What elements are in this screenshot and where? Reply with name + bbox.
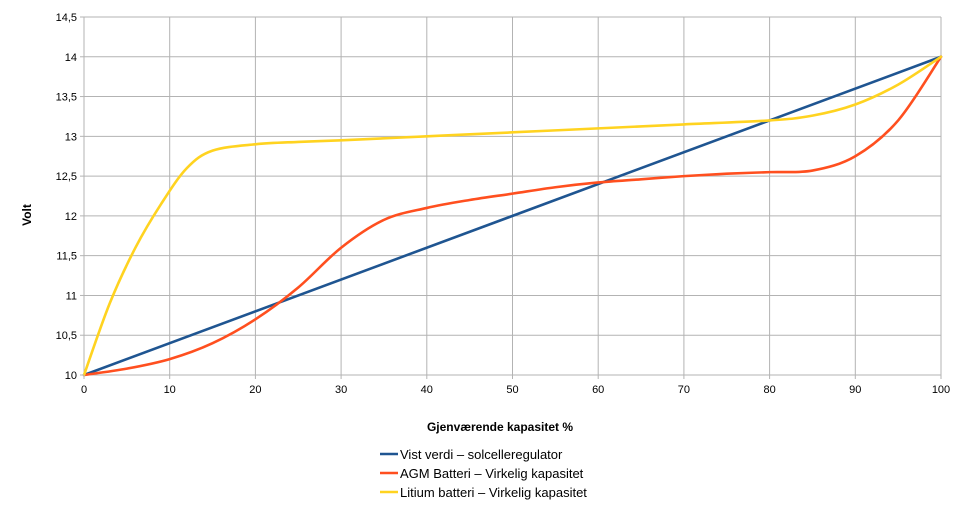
legend-item-agm-batteri: AGM Batteri – Virkelig kapasitet (380, 466, 584, 481)
y-tick-label: 13 (65, 131, 77, 143)
x-axis-title: Gjenværende kapasitet % (427, 420, 573, 434)
tick-labels: 10 10,5 11 11,5 12 12,5 13 13,5 14 14,5 0 10 20 30 40 5… (56, 12, 951, 396)
y-tick-label: 14 (65, 52, 77, 64)
y-tick-label: 10 (65, 370, 77, 382)
y-tick-label: 14,5 (56, 12, 77, 24)
series-line-vist-verdi (82, 55, 943, 377)
x-tick-label: 30 (335, 384, 347, 396)
series-line-litium-batteri (82, 55, 943, 377)
legend-label: Vist verdi – solcelleregulator (400, 447, 563, 462)
legend-label: Litium batteri – Virkelig kapasitet (400, 485, 587, 500)
legend-item-litium-batteri: Litium batteri – Virkelig kapasitet (380, 485, 587, 500)
grid (83, 16, 942, 376)
y-tick-label: 13,5 (56, 92, 77, 104)
x-tick-label: 0 (81, 384, 87, 396)
x-tick-label: 60 (592, 384, 604, 396)
legend: Vist verdi – solcelleregulator AGM Batter… (380, 447, 587, 500)
x-tick-label: 70 (678, 384, 690, 396)
x-tick-label: 80 (763, 384, 775, 396)
y-tick-label: 11,5 (56, 251, 77, 263)
series-lines (82, 55, 943, 377)
legend-label: AGM Batteri – Virkelig kapasitet (400, 466, 584, 481)
x-tick-label: 90 (849, 384, 861, 396)
y-tick-label: 12,5 (56, 171, 77, 183)
x-tick-label: 50 (506, 384, 518, 396)
y-axis-title: Volt (20, 204, 34, 226)
series-line-agm-batteri (82, 55, 943, 377)
x-tick-label: 10 (164, 384, 176, 396)
y-tick-label: 11 (66, 290, 77, 302)
axes (80, 16, 942, 379)
y-tick-label: 10,5 (56, 330, 77, 342)
x-tick-label: 20 (249, 384, 261, 396)
x-tick-label: 40 (421, 384, 433, 396)
legend-item-vist-verdi: Vist verdi – solcelleregulator (380, 447, 563, 462)
y-tick-label: 12 (65, 211, 77, 223)
x-tick-label: 100 (932, 384, 950, 396)
